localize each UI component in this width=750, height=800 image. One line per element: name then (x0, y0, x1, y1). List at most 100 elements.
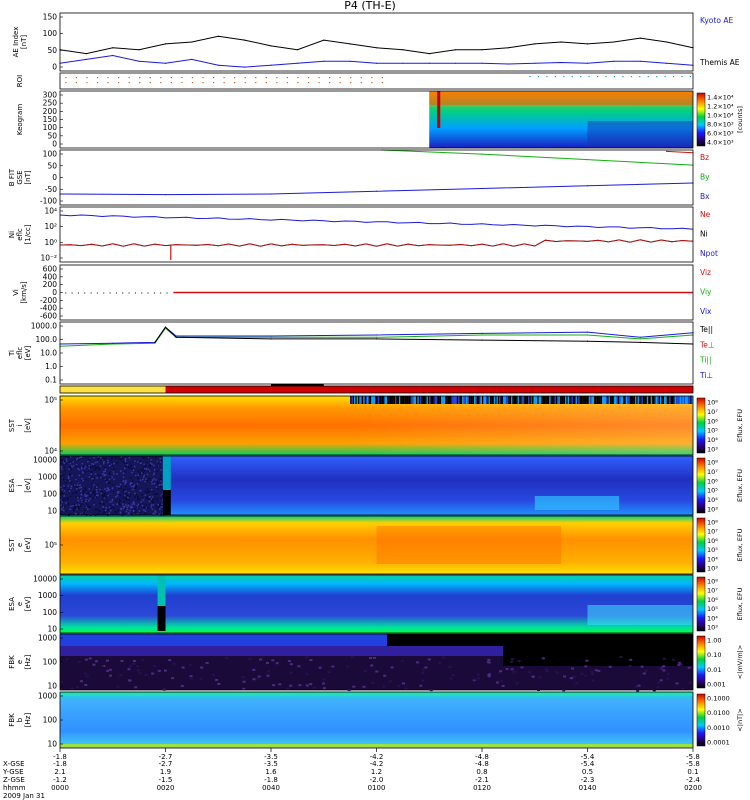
sst-ion-noise (511, 396, 513, 404)
roi-dot (381, 82, 383, 84)
esa-ion-speckle (96, 477, 98, 479)
roi-dot (223, 77, 225, 79)
sst-ion-noise (602, 396, 604, 404)
ni-legend-item: Ni (700, 230, 708, 239)
keogram-dim-region (587, 121, 693, 148)
sst-ion-noise (536, 396, 538, 404)
sst-ion-noise (383, 396, 385, 404)
esa-ion-speckle (102, 462, 105, 465)
esa-ion-speckle (63, 505, 66, 508)
esa-ion-speckle (152, 496, 154, 498)
esa-ion-speckle (95, 466, 97, 469)
sst-ion-noise (529, 396, 531, 404)
sst-ion-noise (641, 396, 643, 404)
sst-ion-noise (439, 396, 442, 404)
esa-ion-speckle (67, 514, 70, 517)
ae-point (85, 58, 87, 61)
esa-ion-speckle (157, 483, 159, 485)
fbk_b-colorbar-tick: 0.0100 (707, 709, 730, 717)
esa-ion-speckle (110, 459, 113, 461)
esa-ion-speckle (130, 485, 133, 488)
esa-ion-speckle (77, 505, 80, 508)
fbk_b-ytick-label: 1000 (38, 692, 57, 701)
esa-ion-speckle (94, 494, 96, 496)
fbk-e-speckle (120, 659, 124, 662)
esa-ion-speckle (78, 474, 80, 477)
sst-ion-noise (558, 396, 560, 404)
sst-ion-noise (379, 396, 381, 404)
sst-ion-noise (434, 396, 436, 404)
esa-ion-speckle (125, 465, 128, 467)
ti-point (375, 334, 378, 336)
esa-ion-speckle (107, 494, 109, 497)
esa-ion-speckle (110, 463, 113, 465)
esa-ion-speckle (60, 473, 62, 475)
esa-ion-speckle (146, 491, 148, 494)
vi-dot (115, 292, 117, 294)
sst-ion-noise (652, 396, 654, 404)
fbk-e-speckle (242, 680, 246, 683)
esa-ion-speckle (156, 461, 159, 463)
keogram-ytick-label: 250 (43, 99, 58, 108)
esa-ion-speckle (131, 506, 134, 509)
sst-ion-noise (665, 396, 667, 404)
sst_i-colorbar (696, 397, 706, 454)
roi-dot (360, 82, 362, 84)
sst-ion-noise (400, 396, 402, 404)
sst-ion-noise (491, 396, 493, 404)
sst-ion-noise (427, 396, 430, 404)
esa-ion-speckle (67, 497, 69, 499)
ni-frame (59, 206, 694, 263)
esa-ion-speckle (82, 489, 84, 491)
esa_i-frame (59, 455, 694, 516)
esa-ion-speckle (129, 483, 132, 485)
sst-ion-noise (553, 396, 555, 404)
esa-ion-speckle (76, 480, 78, 483)
sst_e-colorbar-tick: 10⁶ (707, 537, 718, 545)
ti-ylabel: Ti eflc [eV] (8, 345, 32, 360)
esa-ion-speckle (140, 501, 143, 503)
roi-dot (339, 77, 341, 79)
esa-ion-speckle (60, 486, 62, 489)
esa-ion-speckle (75, 478, 77, 481)
esa-ion-speckle (130, 477, 132, 479)
roi-dot (255, 77, 257, 79)
sst-ion-noise (677, 396, 679, 404)
sst-ion-noise (546, 396, 549, 404)
roi-dot (244, 77, 246, 79)
fbk-e-speckle (289, 663, 293, 666)
esa-ion-speckle (155, 456, 157, 459)
esa-ion-speckle (69, 462, 72, 465)
esa-ion-speckle (100, 459, 102, 462)
esa-ion-speckle (135, 493, 138, 496)
fbk-e-speckle (659, 679, 663, 682)
esa-ion-speckle (98, 468, 101, 471)
fbk-e-speckle (501, 684, 505, 687)
esa-ion-speckle (127, 504, 130, 506)
esa-ion-speckle (109, 504, 111, 507)
fbk-e-speckle (138, 672, 142, 675)
ti-legend-item: Ti|| (699, 356, 712, 365)
esa-ion-speckle (81, 462, 83, 465)
fbk-e-speckle (75, 686, 79, 689)
sst-ion-noise (627, 396, 629, 404)
fbk-e-speckle (591, 672, 595, 675)
esa-ion-speckle (104, 509, 107, 512)
fbk-e-speckle (70, 687, 74, 690)
sst-ion-noise (623, 396, 625, 404)
sst-ion-noise (459, 396, 461, 404)
sst-ion-noise (421, 396, 423, 404)
bfit-ytick-label: -100 (40, 197, 57, 206)
esa_e-colorbar (696, 576, 706, 632)
esa-ion-speckle (63, 485, 65, 487)
fbk-e-speckle (500, 680, 504, 683)
esa-ion-speckle (85, 506, 88, 508)
x-axis: -1.8 -2.7 -3.5 -4.2 -4.8 -5.4 -5.8 X-GSE -1.8 -2.… (2, 748, 702, 800)
esa-ion-speckle (99, 502, 101, 504)
sst-ion-noise (605, 396, 608, 404)
fbk-e-speckle (180, 684, 184, 687)
ni-ylabel-line: Ni (8, 231, 16, 238)
sst-ion-noise (663, 396, 666, 404)
esa-ion-speckle (76, 484, 79, 486)
fbk_e-ylabel-line: e (16, 660, 24, 664)
